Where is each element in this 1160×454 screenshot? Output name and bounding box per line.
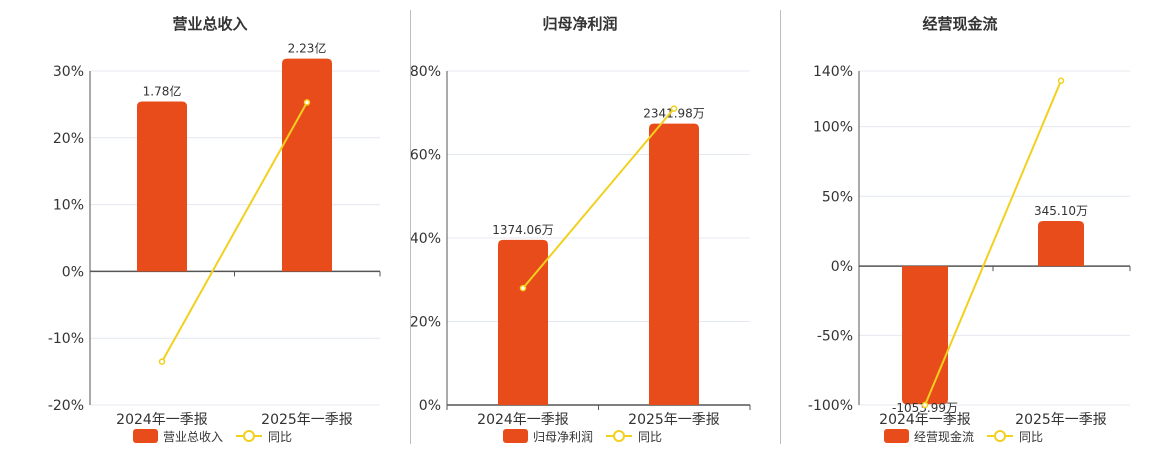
y-tick-label: 100%: [813, 120, 853, 136]
legend-bar-label: 营业总收入: [163, 430, 223, 444]
legend-bar-label: 归母净利润: [533, 430, 593, 444]
y-tick-label: -100%: [808, 398, 853, 414]
y-tick-label: 60%: [410, 148, 441, 164]
bar: [282, 58, 332, 272]
legend-line-label: 同比: [638, 430, 662, 444]
y-tick-label: 80%: [410, 64, 441, 80]
y-tick-label: 50%: [822, 189, 853, 205]
legend-line-marker: [994, 430, 1006, 442]
x-tick-label: 2025年一季报: [261, 412, 353, 428]
x-tick-label: 2025年一季报: [628, 412, 720, 428]
yoy-point: [921, 401, 929, 409]
legend-bar-swatch: [503, 429, 528, 443]
legend-line-label: 同比: [268, 430, 292, 444]
bar: [498, 239, 548, 405]
y-tick-label: 20%: [410, 315, 441, 331]
bar: [649, 123, 699, 405]
y-tick-label: -10%: [48, 331, 84, 347]
legend-line-label: 同比: [1019, 430, 1043, 444]
panel-divider: [410, 10, 411, 444]
yoy-point: [670, 105, 678, 112]
y-tick-label: -20%: [48, 398, 84, 414]
y-tick-label: 0%: [62, 264, 84, 280]
legend-bar-swatch: [884, 429, 909, 443]
yoy-line: [522, 107, 675, 289]
x-tick-label: 2024年一季报: [116, 412, 208, 428]
data-label: 1374.06万: [492, 223, 554, 237]
bar: [137, 101, 187, 272]
legend-bar-swatch: [133, 429, 158, 443]
data-label: 2.23亿: [288, 41, 327, 56]
yoy-point: [519, 284, 527, 292]
chart-title: 归母净利润: [542, 15, 617, 33]
legend-line-marker: [613, 430, 625, 442]
y-tick-label: 0%: [419, 398, 441, 414]
chart-title: 营业总收入: [172, 15, 247, 33]
yoy-point: [303, 99, 311, 106]
y-tick-label: 30%: [53, 64, 84, 80]
data-label: 1.78亿: [143, 84, 182, 99]
y-tick-label: 40%: [410, 231, 441, 247]
bar: [902, 266, 948, 405]
yoy-line: [161, 101, 308, 363]
y-tick-label: -50%: [817, 328, 853, 344]
y-tick-label: 0%: [831, 259, 853, 275]
y-tick-label: 10%: [53, 198, 84, 214]
data-label: 2341.98万: [643, 107, 705, 121]
x-tick-label: 2025年一季报: [1015, 412, 1107, 428]
legend-bar-label: 经营现金流: [914, 429, 974, 444]
chart-title: 经营现金流: [922, 15, 997, 33]
yoy-point: [1057, 77, 1065, 84]
x-tick-label: 2024年一季报: [879, 412, 971, 428]
bar: [1038, 220, 1084, 267]
y-tick-label: 140%: [813, 64, 853, 80]
data-label: 345.10万: [1034, 204, 1088, 218]
y-tick-label: 20%: [53, 131, 84, 147]
yoy-point: [158, 358, 166, 365]
yoy-line: [924, 80, 1062, 406]
legend-line-marker: [243, 430, 255, 442]
x-tick-label: 2024年一季报: [477, 412, 569, 428]
panel-divider: [780, 10, 781, 444]
